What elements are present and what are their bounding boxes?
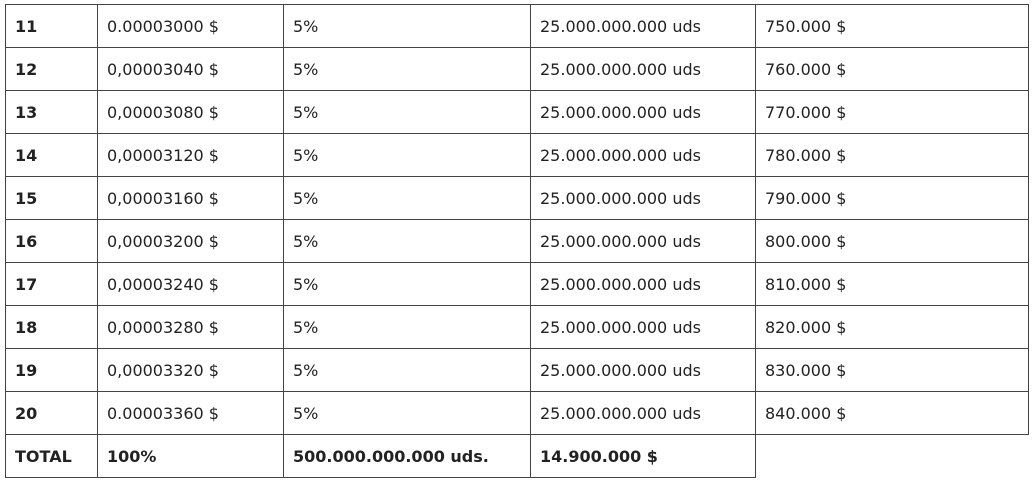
row-number: 16 [5, 219, 98, 263]
table-row: 12 0,00003040 $ 5% 25.000.000.000 uds 76… [5, 47, 1029, 91]
percent-cell: 5% [283, 219, 531, 263]
row-number: 18 [5, 305, 98, 349]
units-cell: 25.000.000.000 uds [530, 305, 756, 349]
percent-cell: 5% [283, 305, 531, 349]
amount-cell: 790.000 $ [755, 176, 1029, 220]
row-number: 14 [5, 133, 98, 177]
row-number: 20 [5, 391, 98, 435]
total-amount: 14.900.000 $ [530, 434, 756, 478]
price-cell: 0.00003000 $ [97, 4, 284, 48]
price-cell: 0,00003240 $ [97, 262, 284, 306]
units-cell: 25.000.000.000 uds [530, 4, 756, 48]
amount-cell: 770.000 $ [755, 90, 1029, 134]
units-cell: 25.000.000.000 uds [530, 90, 756, 134]
units-cell: 25.000.000.000 uds [530, 391, 756, 435]
amount-cell: 800.000 $ [755, 219, 1029, 263]
percent-cell: 5% [283, 176, 531, 220]
table-row: 18 0,00003280 $ 5% 25.000.000.000 uds 82… [5, 305, 1029, 349]
table-row: 13 0,00003080 $ 5% 25.000.000.000 uds 77… [5, 90, 1029, 134]
table-row: 20 0.00003360 $ 5% 25.000.000.000 uds 84… [5, 391, 1029, 435]
percent-cell: 5% [283, 348, 531, 392]
row-number: 11 [5, 4, 98, 48]
table-row: 15 0,00003160 $ 5% 25.000.000.000 uds 79… [5, 176, 1029, 220]
amount-cell: 840.000 $ [755, 391, 1029, 435]
table-row: 16 0,00003200 $ 5% 25.000.000.000 uds 80… [5, 219, 1029, 263]
price-cell: 0,00003320 $ [97, 348, 284, 392]
table-row: 17 0,00003240 $ 5% 25.000.000.000 uds 81… [5, 262, 1029, 306]
amount-cell: 760.000 $ [755, 47, 1029, 91]
total-row: TOTAL 100% 500.000.000.000 uds. 14.900.0… [5, 434, 1029, 478]
percent-cell: 5% [283, 90, 531, 134]
table-row: 14 0,00003120 $ 5% 25.000.000.000 uds 78… [5, 133, 1029, 177]
percent-cell: 5% [283, 262, 531, 306]
price-cell: 0,00003280 $ [97, 305, 284, 349]
amount-cell: 780.000 $ [755, 133, 1029, 177]
empty-cell [756, 435, 1029, 478]
token-sale-table: 11 0.00003000 $ 5% 25.000.000.000 uds 75… [5, 4, 1029, 478]
price-cell: 0.00003360 $ [97, 391, 284, 435]
total-percent: 100% [97, 434, 284, 478]
price-cell: 0,00003120 $ [97, 133, 284, 177]
table-row: 19 0,00003320 $ 5% 25.000.000.000 uds 83… [5, 348, 1029, 392]
units-cell: 25.000.000.000 uds [530, 348, 756, 392]
table-row: 11 0.00003000 $ 5% 25.000.000.000 uds 75… [5, 4, 1029, 48]
units-cell: 25.000.000.000 uds [530, 219, 756, 263]
row-number: 13 [5, 90, 98, 134]
amount-cell: 820.000 $ [755, 305, 1029, 349]
percent-cell: 5% [283, 391, 531, 435]
units-cell: 25.000.000.000 uds [530, 47, 756, 91]
total-units: 500.000.000.000 uds. [283, 434, 531, 478]
row-number: 19 [5, 348, 98, 392]
units-cell: 25.000.000.000 uds [530, 176, 756, 220]
units-cell: 25.000.000.000 uds [530, 262, 756, 306]
amount-cell: 810.000 $ [755, 262, 1029, 306]
price-cell: 0,00003160 $ [97, 176, 284, 220]
percent-cell: 5% [283, 4, 531, 48]
amount-cell: 750.000 $ [755, 4, 1029, 48]
total-label: TOTAL [5, 434, 98, 478]
units-cell: 25.000.000.000 uds [530, 133, 756, 177]
percent-cell: 5% [283, 133, 531, 177]
price-cell: 0,00003040 $ [97, 47, 284, 91]
row-number: 15 [5, 176, 98, 220]
percent-cell: 5% [283, 47, 531, 91]
row-number: 12 [5, 47, 98, 91]
price-cell: 0,00003200 $ [97, 219, 284, 263]
amount-cell: 830.000 $ [755, 348, 1029, 392]
row-number: 17 [5, 262, 98, 306]
price-cell: 0,00003080 $ [97, 90, 284, 134]
